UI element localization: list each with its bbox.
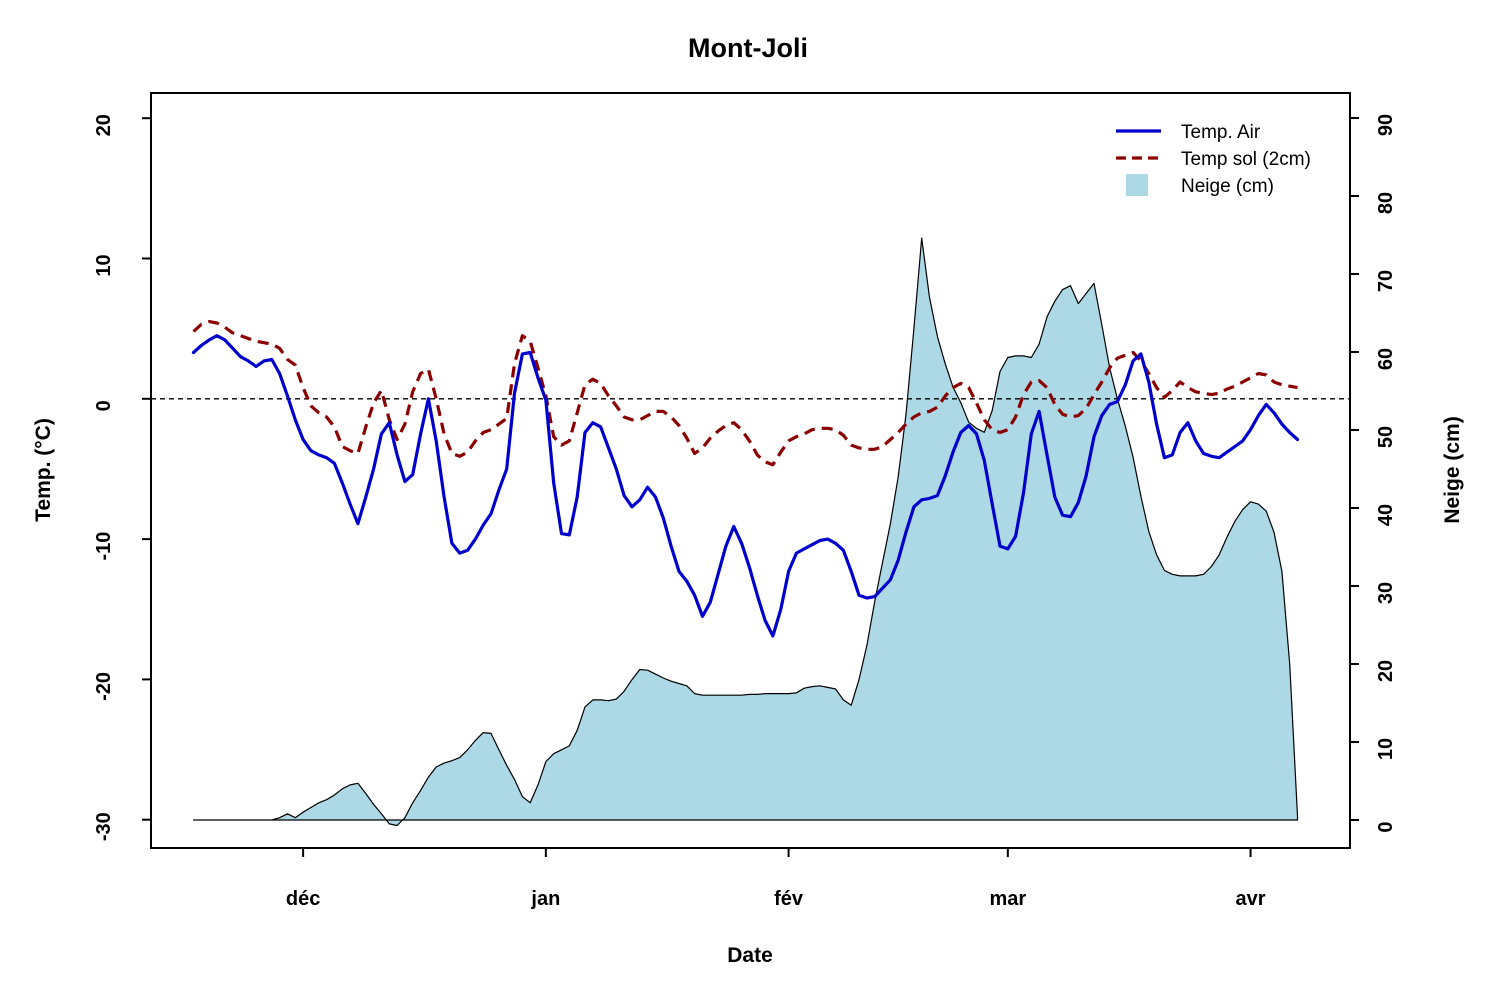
chart-title: Mont-Joli	[688, 33, 808, 63]
y-right-tick-label: 0	[1375, 821, 1397, 832]
y-right-tick-label: 10	[1375, 738, 1397, 760]
y-left-tick-label: 0	[93, 400, 115, 411]
legend-label-soil-temp: Temp sol (2cm)	[1181, 149, 1311, 170]
x-axis-title: Date	[727, 944, 773, 967]
y-left-tick-label: -10	[93, 532, 115, 561]
air-temp-line	[191, 334, 1300, 638]
y-left-tick-label: 20	[93, 114, 115, 136]
y-right-tick-label: 60	[1375, 348, 1397, 370]
legend-snow-square-swatch	[1126, 174, 1148, 196]
x-tick-label: avr	[1236, 888, 1266, 910]
y-right-tick-label: 90	[1375, 114, 1397, 136]
plot-box	[150, 92, 1351, 849]
y-right-tick-label: 40	[1375, 504, 1397, 526]
y-left-tick-label: -30	[93, 812, 115, 841]
soil-temp-line	[192, 320, 1298, 467]
y-right-axis-title: Neige (cm)	[1441, 416, 1464, 523]
x-tick-label: mar	[989, 888, 1026, 910]
legend: Temp. Air Temp sol (2cm) Neige (cm)	[1116, 122, 1311, 197]
legend-label-snow: Neige (cm)	[1181, 176, 1274, 197]
y-left-axis-title: Temp. (°C)	[32, 418, 55, 522]
x-tick-label: déc	[286, 888, 320, 910]
y-right-tick-label: 80	[1375, 192, 1397, 214]
x-tick-label: fév	[774, 888, 804, 910]
plot-area: 20 10 0 -10 -20 -30 90 80 70 60 50 40 30 20 10 0 déc jan f…	[93, 92, 1397, 910]
y-left-tick-label: -20	[93, 672, 115, 701]
snow-depth-area	[192, 237, 1299, 827]
y-right-tick-label: 50	[1375, 426, 1397, 448]
x-tick-label: jan	[530, 888, 560, 910]
y-right-tick-label: 30	[1375, 582, 1397, 604]
y-right-tick-label: 70	[1375, 270, 1397, 292]
y-left-tick-label: 10	[93, 254, 115, 276]
y-right-tick-label: 20	[1375, 660, 1397, 682]
legend-label-air-temp: Temp. Air	[1181, 122, 1261, 143]
